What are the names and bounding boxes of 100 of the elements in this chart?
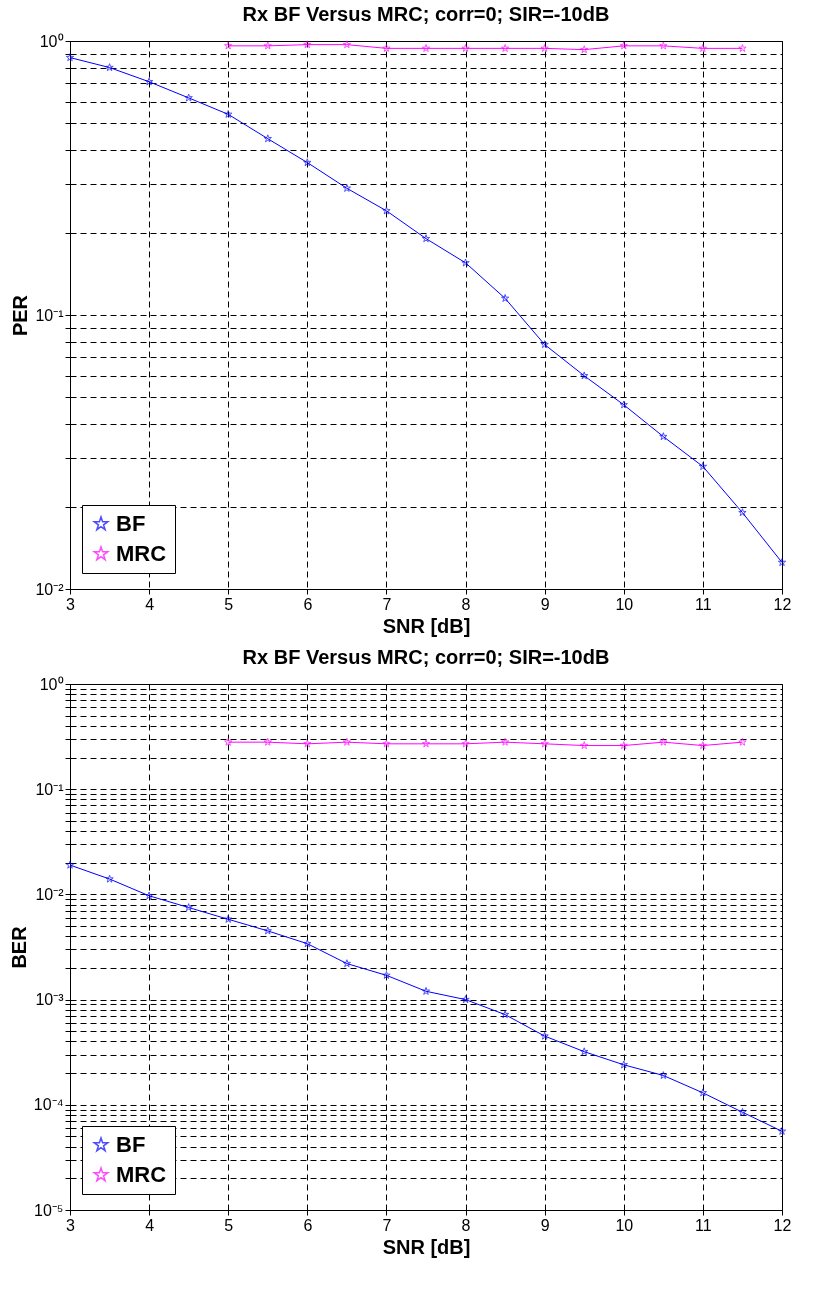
point — [461, 995, 470, 1004]
point — [500, 294, 510, 302]
y-tick-label: 10⁻¹ — [35, 306, 64, 324]
point — [382, 206, 391, 215]
point — [342, 959, 352, 968]
point — [303, 158, 312, 167]
x-tick-label: 4 — [145, 1216, 155, 1234]
point — [619, 1060, 628, 1069]
point — [738, 737, 747, 746]
point — [184, 93, 193, 102]
point — [421, 234, 431, 243]
point — [698, 741, 708, 750]
point — [500, 1010, 510, 1019]
point — [619, 41, 628, 50]
point — [659, 1071, 668, 1080]
x-tick-label: 3 — [66, 595, 76, 613]
chart-title: Rx BF Versus MRC; corr=0; SIR=-10dB — [242, 3, 610, 25]
point — [382, 970, 391, 979]
x-tick-label: 8 — [461, 1216, 471, 1234]
legend-label: MRC — [116, 1162, 167, 1187]
point — [224, 914, 233, 923]
point — [698, 1088, 708, 1097]
legend-label: MRC — [116, 541, 167, 566]
point — [619, 400, 628, 409]
point — [263, 41, 272, 50]
point — [263, 926, 272, 935]
y-tick-label: 10⁻¹ — [35, 780, 64, 798]
point — [500, 737, 510, 746]
x-tick-label: 6 — [303, 595, 313, 613]
point — [540, 739, 549, 748]
point — [738, 1107, 747, 1116]
x-tick-label: 11 — [695, 595, 712, 613]
point — [421, 739, 431, 748]
point — [619, 741, 628, 750]
y-tick-label: 10⁻⁵ — [34, 1201, 64, 1219]
y-tick-label: 10⁰ — [39, 32, 64, 50]
x-axis-title: SNR [dB] — [382, 1235, 471, 1258]
point — [342, 40, 352, 49]
point — [105, 874, 114, 883]
y-tick-label: 10⁻² — [35, 580, 65, 598]
point — [303, 739, 312, 748]
y-tick-label: 10⁻³ — [35, 991, 65, 1009]
legend-label: BF — [116, 511, 146, 536]
point — [303, 40, 312, 49]
point — [738, 508, 747, 517]
x-tick-label: 8 — [461, 595, 471, 613]
point — [540, 340, 549, 349]
point — [382, 739, 391, 748]
point — [461, 43, 470, 52]
point — [303, 939, 312, 948]
point — [540, 1031, 549, 1040]
point — [342, 737, 352, 746]
point — [461, 258, 470, 267]
x-tick-label: 12 — [773, 595, 792, 613]
x-tick-label: 6 — [303, 1216, 313, 1234]
point — [540, 43, 549, 52]
point — [580, 741, 589, 750]
x-tick-label: 9 — [540, 1216, 550, 1234]
x-tick-label: 5 — [224, 595, 234, 613]
point — [144, 77, 154, 86]
x-tick-label: 9 — [540, 595, 550, 613]
x-tick-label: 11 — [695, 1216, 712, 1234]
point — [224, 41, 233, 50]
point — [65, 53, 75, 62]
point — [342, 183, 352, 192]
point — [580, 45, 589, 54]
x-axis-title: SNR [dB] — [382, 614, 471, 637]
point — [65, 860, 75, 869]
x-tick-label: 12 — [773, 1216, 792, 1234]
point — [382, 43, 391, 52]
point — [421, 986, 431, 995]
chart-title: Rx BF Versus MRC; corr=0; SIR=-10dB — [242, 646, 610, 668]
point — [224, 737, 233, 746]
y-tick-label: 10⁻⁴ — [33, 1096, 64, 1114]
point — [144, 891, 154, 900]
point — [777, 1126, 787, 1135]
point — [263, 737, 272, 746]
point — [500, 43, 510, 52]
point — [105, 63, 114, 72]
point — [659, 737, 668, 746]
y-tick-label: 10⁰ — [39, 675, 64, 693]
x-tick-label: 7 — [382, 595, 392, 613]
point — [421, 43, 431, 52]
point — [659, 432, 668, 441]
x-tick-label: 10 — [615, 595, 634, 613]
point — [224, 109, 233, 118]
point — [580, 371, 589, 380]
point — [777, 558, 787, 567]
point — [698, 43, 708, 52]
legend-label: BF — [116, 1132, 146, 1157]
point — [698, 462, 708, 471]
point — [580, 1047, 589, 1056]
x-tick-label: 5 — [224, 1216, 234, 1234]
x-tick-label: 10 — [615, 1216, 634, 1234]
y-axis-title: BER — [7, 925, 30, 969]
point — [263, 134, 272, 143]
point — [738, 43, 747, 52]
x-tick-label: 3 — [66, 1216, 76, 1234]
y-axis-title: PER — [9, 294, 32, 337]
point — [184, 903, 193, 912]
